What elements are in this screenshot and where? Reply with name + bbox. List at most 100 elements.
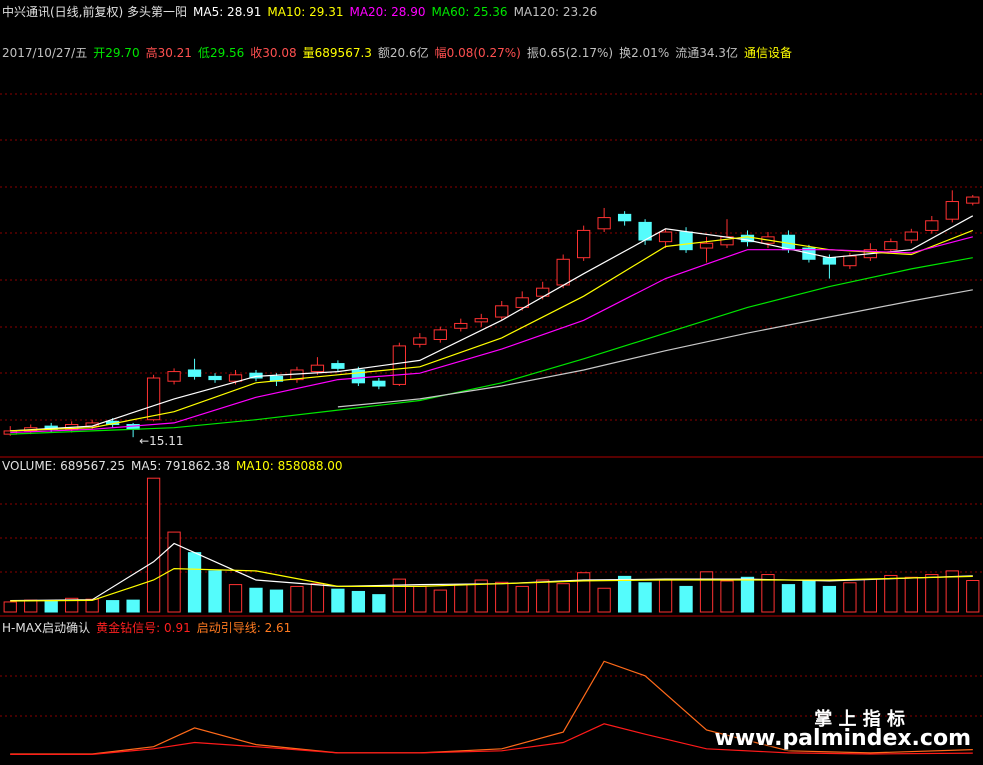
volume-bar xyxy=(146,477,161,613)
volume-bar xyxy=(679,585,693,613)
volume-bar xyxy=(208,570,222,613)
watermark-url: www.palmindex.com xyxy=(714,726,971,751)
header-item: 启动引导线: 2.61 xyxy=(196,621,292,635)
candle-body xyxy=(658,231,673,243)
grid xyxy=(0,93,983,717)
volume-bar xyxy=(617,575,632,613)
indicator-line xyxy=(10,723,973,755)
candle-body xyxy=(228,374,243,382)
volume-bar xyxy=(638,582,652,613)
header-item: 中兴通讯(日线,前复权) 多头第一阳 xyxy=(2,5,187,19)
candle-body xyxy=(433,329,447,340)
volume-bar xyxy=(474,579,488,613)
volume-bar xyxy=(126,599,140,613)
candle-body xyxy=(597,217,611,230)
watermark-title: 掌 上 指 标 xyxy=(814,709,905,730)
volume-bar xyxy=(392,578,406,613)
volume-bar xyxy=(228,584,243,613)
volume-bar xyxy=(85,598,99,613)
header-item: 开29.70 xyxy=(93,46,140,60)
header-item: MA10: 858088.00 xyxy=(235,459,343,473)
volume-bar xyxy=(105,600,120,613)
volume-bar xyxy=(351,590,366,613)
candle-body xyxy=(536,287,550,297)
volume-bar xyxy=(515,585,529,613)
volume-bar xyxy=(822,585,837,613)
candle-body xyxy=(925,220,939,231)
volume-bar xyxy=(249,587,263,613)
volume-bar xyxy=(966,580,980,613)
volume-bar xyxy=(597,587,611,613)
volume-bar xyxy=(740,576,755,613)
candle-body xyxy=(187,369,202,377)
header-item: H-MAX启动确认 xyxy=(2,621,91,635)
candle-body xyxy=(413,337,427,345)
header-item: VOLUME: 689567.25 xyxy=(2,459,125,473)
volume-bar xyxy=(884,574,898,613)
volume-bar xyxy=(843,582,857,613)
candle-body xyxy=(617,213,632,222)
volume-bar xyxy=(495,581,509,613)
candle-body xyxy=(904,231,918,241)
candle-body xyxy=(495,305,509,318)
volume-ma-line xyxy=(10,542,973,602)
indicator-header: H-MAX启动确认 黄金钻信号: 0.91 启动引导线: 2.61 xyxy=(2,619,297,636)
volume-bar xyxy=(65,597,79,613)
candle-body xyxy=(372,380,386,387)
header-item: MA5: 791862.38 xyxy=(131,459,230,473)
candle-body xyxy=(679,231,693,251)
header-item: 通信设备 xyxy=(743,46,792,60)
candle-body xyxy=(577,229,591,259)
candle-body xyxy=(966,196,980,204)
candle-body xyxy=(740,234,755,243)
volume-bar xyxy=(24,599,38,613)
candle-body xyxy=(884,241,898,251)
volume-bar xyxy=(761,574,775,613)
header-item: MA60: 25.36 xyxy=(431,5,508,19)
volume-bar xyxy=(802,579,816,613)
volume-ma-line xyxy=(10,567,973,602)
volume-bar xyxy=(658,579,673,613)
volume-bar xyxy=(781,584,796,613)
volume-bar xyxy=(269,589,284,613)
volume-bar xyxy=(925,574,939,613)
header-item: 2017/10/27/五 xyxy=(2,46,88,60)
ma-line xyxy=(10,236,973,434)
volume-bar xyxy=(699,571,714,613)
candle-body xyxy=(392,345,406,385)
volume-bar xyxy=(433,589,447,613)
header-item: MA10: 29.31 xyxy=(267,5,344,19)
volume-bar xyxy=(310,583,325,613)
candle-body xyxy=(454,322,468,329)
volume-bar xyxy=(536,579,550,613)
header-item: 低29.56 xyxy=(197,46,245,60)
header-item: 流通34.3亿 xyxy=(675,46,738,60)
ma-line xyxy=(10,257,973,435)
volume-bar xyxy=(863,578,878,613)
low-label: ←15.11 xyxy=(139,434,183,448)
title-row: 中兴通讯(日线,前复权) 多头第一阳 MA5: 28.91 MA10: 29.31 M… xyxy=(2,3,603,20)
ma-line xyxy=(337,289,973,408)
header-item: 振0.65(2.17%) xyxy=(526,46,614,60)
volume-header: VOLUME: 689567.25 MA5: 791862.38 MA10: 858… xyxy=(2,459,349,473)
header-item: MA5: 28.91 xyxy=(193,5,262,19)
header-item: 换2.01% xyxy=(619,46,670,60)
candle-body xyxy=(556,258,570,286)
header-item: 额20.6亿 xyxy=(377,46,429,60)
volume-bar xyxy=(904,576,918,613)
header-item: 高30.21 xyxy=(145,46,192,60)
volume-bar xyxy=(720,580,734,613)
candle-body xyxy=(822,257,837,265)
header-item: MA120: 23.26 xyxy=(513,5,598,19)
volume-bar xyxy=(187,552,202,613)
candle-body xyxy=(515,297,529,308)
volume-bar xyxy=(44,600,58,613)
header-item: 幅0.08(0.27%) xyxy=(434,46,521,60)
volume-bar xyxy=(372,594,386,613)
candle-body xyxy=(208,375,222,381)
volume-bar xyxy=(454,584,468,613)
volume-bar xyxy=(556,583,570,613)
volume-bar xyxy=(413,585,427,613)
